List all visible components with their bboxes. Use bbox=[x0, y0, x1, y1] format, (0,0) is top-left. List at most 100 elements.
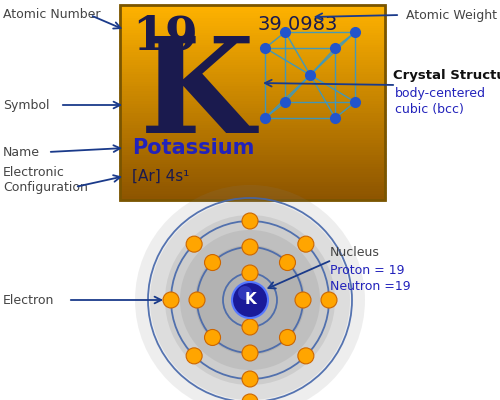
Bar bbox=[120, 165, 385, 168]
Bar bbox=[120, 168, 385, 171]
Bar bbox=[120, 66, 385, 68]
Bar bbox=[120, 73, 385, 76]
Bar bbox=[120, 100, 385, 102]
Bar bbox=[120, 151, 385, 154]
Circle shape bbox=[280, 330, 295, 346]
Bar bbox=[120, 192, 385, 195]
Bar bbox=[120, 82, 385, 86]
Circle shape bbox=[280, 254, 295, 270]
Bar bbox=[120, 97, 385, 100]
Bar bbox=[120, 182, 385, 185]
Circle shape bbox=[298, 348, 314, 364]
Circle shape bbox=[232, 282, 268, 318]
Bar bbox=[120, 80, 385, 83]
Bar bbox=[120, 148, 385, 151]
Circle shape bbox=[165, 215, 335, 385]
Bar bbox=[120, 85, 385, 88]
Text: Atomic Number: Atomic Number bbox=[3, 8, 100, 22]
Bar bbox=[120, 131, 385, 134]
Bar bbox=[120, 87, 385, 90]
Bar bbox=[120, 175, 385, 178]
Text: 39.0983: 39.0983 bbox=[258, 15, 338, 34]
Bar bbox=[120, 63, 385, 66]
Circle shape bbox=[135, 185, 365, 400]
Bar bbox=[120, 7, 385, 10]
Circle shape bbox=[180, 230, 320, 370]
Circle shape bbox=[204, 330, 220, 346]
Bar bbox=[120, 95, 385, 98]
Bar bbox=[120, 29, 385, 32]
Bar bbox=[120, 24, 385, 27]
Bar bbox=[120, 70, 385, 73]
Bar bbox=[120, 197, 385, 200]
Bar bbox=[120, 26, 385, 29]
Bar bbox=[120, 22, 385, 24]
Bar bbox=[120, 158, 385, 161]
Bar bbox=[120, 122, 385, 124]
Bar bbox=[120, 36, 385, 39]
Circle shape bbox=[189, 292, 205, 308]
Bar bbox=[120, 107, 385, 110]
Bar bbox=[120, 146, 385, 149]
Text: Symbol: Symbol bbox=[3, 98, 50, 112]
Bar bbox=[120, 51, 385, 54]
Text: Atomic Weight: Atomic Weight bbox=[406, 8, 497, 22]
Bar bbox=[120, 48, 385, 51]
Bar bbox=[120, 163, 385, 166]
Bar bbox=[120, 31, 385, 34]
Bar bbox=[120, 195, 385, 198]
Bar bbox=[120, 4, 385, 8]
Circle shape bbox=[238, 286, 252, 300]
Bar bbox=[120, 178, 385, 180]
Bar bbox=[120, 90, 385, 93]
Bar bbox=[120, 46, 385, 49]
Bar bbox=[120, 34, 385, 37]
Bar bbox=[120, 144, 385, 146]
Bar bbox=[120, 53, 385, 56]
Circle shape bbox=[195, 245, 305, 355]
Text: Neutron =19: Neutron =19 bbox=[330, 280, 410, 294]
Bar bbox=[120, 39, 385, 42]
Bar bbox=[120, 44, 385, 46]
Circle shape bbox=[242, 371, 258, 387]
Bar bbox=[120, 19, 385, 22]
Bar bbox=[120, 14, 385, 17]
Bar bbox=[120, 160, 385, 164]
Text: body-centered: body-centered bbox=[395, 88, 486, 100]
Bar bbox=[120, 41, 385, 44]
Circle shape bbox=[242, 394, 258, 400]
Text: K: K bbox=[140, 32, 255, 161]
Bar bbox=[120, 112, 385, 115]
Text: K: K bbox=[244, 292, 256, 308]
Bar bbox=[120, 138, 385, 142]
Text: Proton = 19: Proton = 19 bbox=[330, 264, 404, 276]
Text: cubic (bcc): cubic (bcc) bbox=[395, 104, 464, 116]
Text: Electronic
Configuration: Electronic Configuration bbox=[3, 166, 88, 194]
Bar bbox=[120, 134, 385, 137]
Bar bbox=[120, 17, 385, 20]
Circle shape bbox=[242, 345, 258, 361]
Text: Potassium: Potassium bbox=[132, 138, 254, 158]
Bar bbox=[120, 124, 385, 127]
Text: Nucleus: Nucleus bbox=[330, 246, 380, 258]
Bar bbox=[120, 129, 385, 132]
Bar bbox=[120, 56, 385, 59]
Bar bbox=[120, 12, 385, 15]
Bar bbox=[120, 173, 385, 176]
Bar bbox=[120, 60, 385, 64]
Circle shape bbox=[163, 292, 179, 308]
Bar bbox=[120, 114, 385, 117]
Bar bbox=[120, 190, 385, 193]
Text: Electron: Electron bbox=[3, 294, 54, 306]
Bar bbox=[120, 126, 385, 129]
Circle shape bbox=[150, 200, 350, 400]
Circle shape bbox=[186, 348, 202, 364]
Bar bbox=[120, 58, 385, 61]
Bar bbox=[120, 104, 385, 107]
Bar bbox=[120, 141, 385, 144]
Bar bbox=[120, 180, 385, 183]
Text: Crystal Structure: Crystal Structure bbox=[393, 70, 500, 82]
Circle shape bbox=[295, 292, 311, 308]
Bar bbox=[120, 5, 385, 200]
Circle shape bbox=[242, 319, 258, 335]
